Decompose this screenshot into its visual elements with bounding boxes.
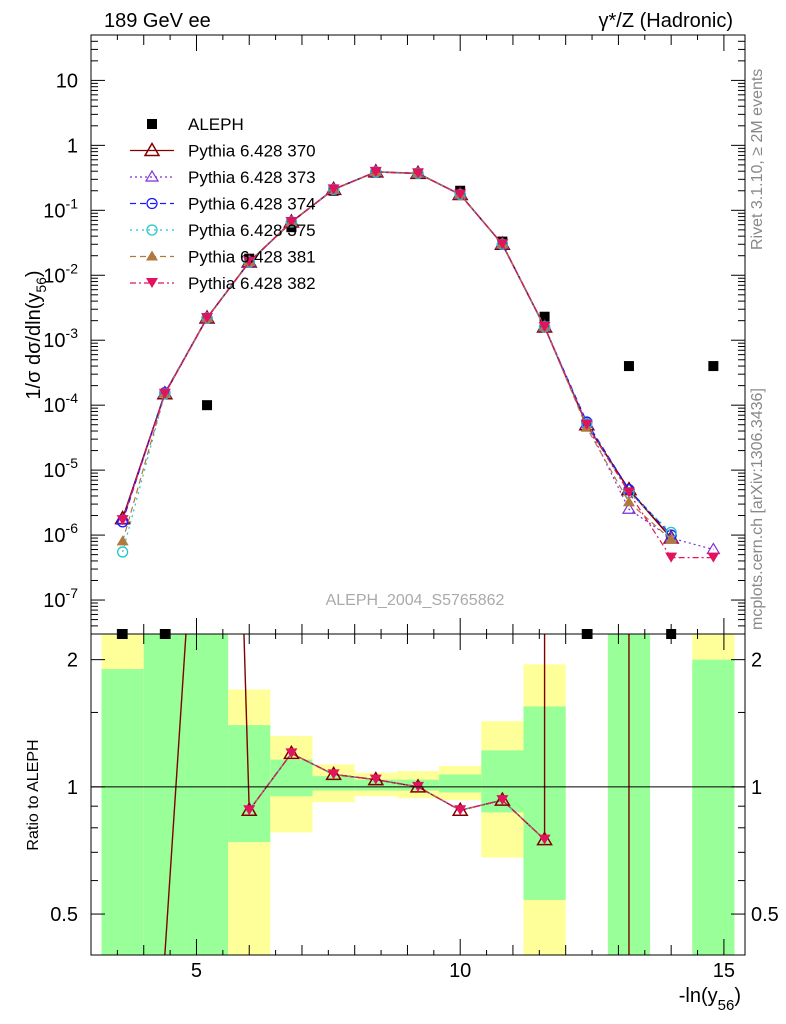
green-band — [692, 659, 735, 955]
y-tick-label: 10 — [56, 70, 78, 92]
x-axis-label: -ln(y56) — [679, 985, 741, 1014]
data-point — [707, 552, 720, 563]
data-point — [412, 168, 424, 179]
ratio-point — [369, 774, 382, 785]
ratio-y-tick-label: 1 — [751, 777, 762, 799]
data-point — [622, 496, 635, 507]
data-point — [621, 502, 637, 514]
data-point — [622, 487, 635, 498]
ratio-frame — [90, 633, 746, 956]
legend-marker-p381 — [146, 250, 158, 261]
green-band — [185, 634, 229, 955]
y-tick-label: 10-7 — [43, 585, 78, 612]
ratio-y-tick-label: 0.5 — [751, 904, 779, 926]
legend-label-p382: Pythia 6.428 382 — [188, 274, 316, 293]
data-point — [539, 311, 550, 322]
legend: ALEPH Pythia 6.428 370 Pythia 6.428 373 Pyt… — [130, 115, 316, 293]
header-left-label: 189 GeV ee — [104, 10, 211, 32]
data-point — [201, 312, 214, 323]
green-band — [270, 759, 313, 797]
green-band — [101, 669, 144, 955]
ratio-line-segment — [164, 633, 187, 956]
y-tick-label: 10-3 — [43, 325, 78, 352]
green-band — [228, 725, 271, 843]
ratio-point — [454, 805, 467, 816]
ratio-y-tick-label: 2 — [67, 650, 78, 672]
data-point — [454, 189, 467, 200]
legend-label-p381: Pythia 6.428 381 — [188, 248, 316, 267]
y-tick-label: 10-6 — [43, 520, 78, 547]
main-panel-series — [114, 163, 721, 639]
data-point — [327, 184, 340, 195]
data-point — [538, 321, 551, 332]
ratio-panel-series — [164, 633, 630, 956]
ratio-point — [538, 834, 551, 845]
legend-marker-p382 — [146, 278, 158, 288]
header-right-label: γ*/Z (Hadronic) — [599, 10, 733, 32]
data-point — [708, 361, 719, 372]
ratio-point — [243, 805, 256, 816]
data-point — [202, 400, 213, 411]
legend-label-p370: Pythia 6.428 370 — [188, 142, 316, 161]
green-band — [143, 634, 186, 955]
data-point — [116, 535, 129, 546]
legend-label-aleph: ALEPH — [188, 115, 244, 134]
series-line-4 — [122, 171, 672, 553]
legend-marker-p373 — [144, 169, 160, 182]
legend-marker-p375 — [146, 224, 158, 236]
legend-marker-p370 — [143, 142, 161, 157]
legend-label-p374: Pythia 6.428 374 — [188, 195, 316, 214]
data-point — [665, 552, 678, 563]
ratio-y-tick-label: 0.5 — [50, 904, 78, 926]
legend-label-p373: Pythia 6.428 373 — [188, 168, 316, 187]
legend-marker-p374 — [146, 197, 158, 210]
ratio-point — [496, 795, 509, 806]
ratio-line-segment — [243, 633, 250, 811]
y-tick-label: 10-5 — [43, 455, 78, 482]
y-tick-label: 10-4 — [43, 390, 78, 417]
axes: 10 1 10-1 10-2 10-3 10-4 10-5 10-6 10-7 5 10 15 0.5 0… — [43, 34, 779, 982]
data-point — [496, 239, 509, 250]
data-point — [623, 361, 634, 372]
main-y-axis-label: 1/σ dσ/dln(y56) — [23, 270, 49, 399]
legend-marker-aleph — [147, 119, 157, 129]
ratio-series-line — [248, 752, 546, 841]
data-point — [369, 166, 382, 177]
ratio-uncertainty-bands — [101, 634, 735, 955]
ratio-point — [327, 769, 340, 780]
x-tick-label: 15 — [713, 960, 735, 982]
ratio-y-tick-label: 1 — [67, 777, 78, 799]
green-band — [439, 774, 482, 793]
y-tick-label: 10-1 — [43, 195, 78, 222]
data-point — [116, 515, 129, 526]
series-line-6 — [122, 171, 714, 559]
data-point — [158, 388, 171, 399]
ratio-point — [285, 748, 298, 759]
data-point — [580, 419, 593, 430]
analysis-watermark: ALEPH_2004_S5765862 — [326, 592, 505, 609]
x-tick-label: 10 — [449, 960, 471, 982]
series-line-5 — [122, 171, 672, 542]
x-tick-label: 5 — [191, 960, 202, 982]
ratio-y-tick-label: 2 — [751, 650, 762, 672]
rivet-version-label: Rivet 3.1.10, ≥ 2M events — [749, 69, 766, 250]
mcplots-label: mcplots.cern.ch [arXiv:1306.3436] — [749, 388, 766, 630]
data-point — [116, 546, 129, 558]
legend-label-p375: Pythia 6.428 375 — [188, 221, 316, 240]
ratio-y-axis-label: Ratio to ALEPH — [25, 739, 42, 850]
data-point — [285, 217, 298, 228]
data-point — [665, 533, 678, 544]
y-tick-label: 10-2 — [43, 260, 78, 287]
y-tick-label: 1 — [67, 135, 78, 157]
data-point — [243, 257, 256, 268]
